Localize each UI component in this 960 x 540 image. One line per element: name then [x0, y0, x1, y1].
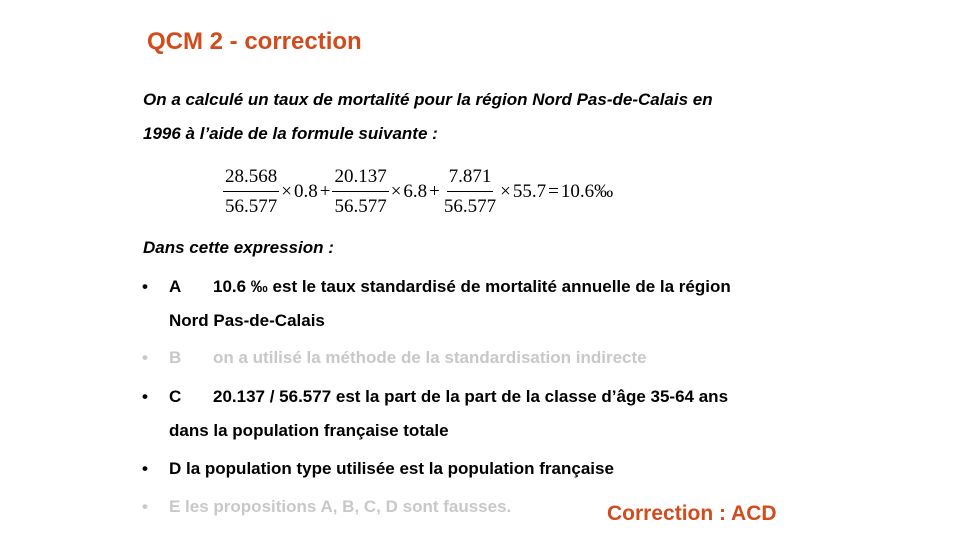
- bullet-icon: •: [142, 277, 148, 296]
- fraction-3: 7.871 56.577: [442, 165, 498, 219]
- item-text-continued: dans la population française totale: [169, 421, 449, 440]
- fraction-3-numerator: 7.871: [446, 165, 494, 192]
- item-text: 20.137 / 56.577 est la part de la part d…: [213, 387, 729, 406]
- rate-3: 55.7: [512, 181, 547, 202]
- item-text: on a utilisé la méthode de la standardis…: [213, 348, 647, 367]
- intro-line-1: On a calculé un taux de mortalité pour l…: [143, 90, 713, 109]
- plus-sign: +: [319, 181, 331, 202]
- intro-line-3: Dans cette expression :: [143, 238, 334, 257]
- fraction-1-denominator: 56.577: [225, 196, 278, 217]
- formula: 28.568 56.577 × 0.8 + 20.137 56.577 × 6.…: [222, 164, 614, 220]
- fraction-1-numerator: 28.568: [223, 165, 280, 192]
- plus-sign: +: [429, 181, 440, 202]
- correction-answer: Correction : ACD: [607, 502, 777, 525]
- formula-result: 10.6‰: [560, 181, 614, 202]
- intro-line-2: 1996 à l’aide de la formule suivante :: [143, 124, 438, 143]
- item-letter: B: [169, 348, 182, 367]
- times-sign: ×: [500, 181, 511, 202]
- fraction-3-denominator: 56.577: [443, 196, 497, 217]
- item-letter: A: [169, 277, 182, 296]
- times-sign: ×: [390, 181, 402, 202]
- fraction-2-numerator: 20.137: [332, 165, 389, 192]
- rate-1: 0.8: [293, 181, 318, 202]
- item-text: E les propositions A, B, C, D sont fauss…: [169, 497, 512, 516]
- fraction-1: 28.568 56.577: [223, 165, 280, 219]
- item-letter: C: [169, 387, 182, 406]
- rate-2: 6.8: [403, 181, 428, 202]
- bullet-icon: •: [142, 387, 148, 406]
- item-text: 10.6 ‰ est le taux standardisé de mortal…: [213, 277, 731, 296]
- bullet-icon: •: [142, 497, 148, 516]
- item-text-continued: Nord Pas-de-Calais: [169, 311, 325, 330]
- equals-sign: =: [548, 181, 559, 202]
- bullet-icon: •: [142, 459, 148, 478]
- slide-title: QCM 2 - correction: [147, 28, 362, 55]
- fraction-2-denominator: 56.577: [334, 196, 387, 217]
- times-sign: ×: [281, 181, 292, 202]
- fraction-2: 20.137 56.577: [332, 165, 389, 219]
- item-text: D la population type utilisée est la pop…: [169, 459, 614, 478]
- bullet-icon: •: [142, 348, 148, 367]
